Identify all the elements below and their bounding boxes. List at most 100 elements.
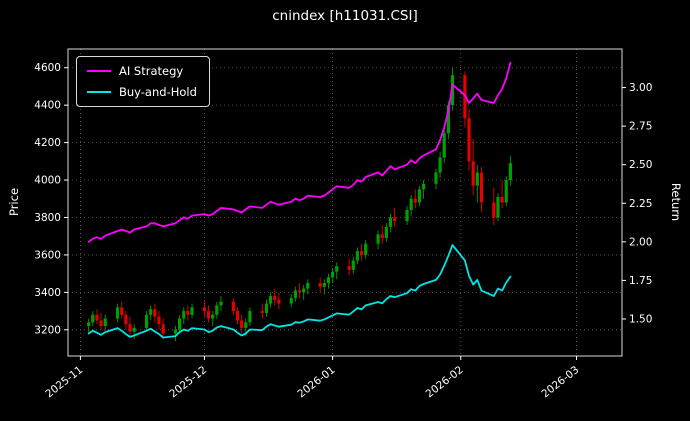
candle-body (405, 209, 409, 222)
candle-body (359, 251, 364, 255)
y-axis-label-price: Price (7, 187, 21, 217)
y-tick-label-return: 2.00 (629, 236, 652, 248)
candle-body (330, 271, 335, 278)
candle-body (335, 266, 339, 272)
legend-item-buy-and-hold: Buy-and-Hold (87, 85, 197, 99)
candle-body (235, 311, 240, 321)
candle-body (504, 180, 508, 203)
candle-body (219, 301, 223, 306)
chart-title: cnindex [h11031.CSI] (272, 8, 418, 24)
legend-item-ai-strategy: AI Strategy (87, 64, 197, 78)
y-tick-label-return: 2.25 (629, 198, 652, 210)
y-tick-label-price: 3400 (34, 287, 61, 299)
candle-body (347, 266, 351, 270)
candle-body (186, 311, 190, 315)
y-tick-label-price: 4400 (34, 100, 61, 112)
candle-body (128, 324, 132, 332)
candle-body (206, 311, 211, 319)
candle-body (467, 118, 471, 162)
candle-body (508, 163, 512, 181)
candle-body (380, 234, 384, 239)
candle-body (182, 311, 186, 319)
candle-body (442, 133, 446, 158)
candle-body (302, 288, 306, 293)
candle-body (446, 105, 450, 134)
candle-body (91, 314, 95, 323)
candle-body (471, 161, 475, 186)
y-tick-label-return: 2.75 (629, 121, 652, 133)
candle-body (211, 314, 215, 319)
candle-body (388, 217, 393, 227)
candle-body (297, 290, 302, 293)
y-tick-label-return: 1.50 (629, 313, 652, 325)
candle-body (149, 309, 153, 315)
candle-body (95, 314, 99, 321)
candle-body (496, 196, 500, 218)
candle-body (153, 309, 157, 317)
candle-body (144, 314, 149, 328)
candle-body (244, 322, 248, 328)
legend: AI Strategy Buy-and-Hold (76, 56, 210, 107)
candle-body (409, 198, 413, 210)
candle-body (318, 282, 322, 287)
candle-body (289, 297, 293, 304)
candle-body (248, 311, 252, 323)
y-tick-label-return: 1.75 (629, 275, 652, 287)
y-axis-label-return: Return (669, 182, 683, 222)
candle-body (421, 183, 426, 190)
candle-body (384, 226, 388, 239)
candle-body (116, 307, 120, 319)
legend-label-ai-strategy: AI Strategy (119, 64, 184, 78)
candle-body (231, 301, 235, 312)
candle-body (475, 172, 479, 186)
candle-body (322, 282, 326, 287)
legend-swatch-ai-strategy (87, 70, 111, 72)
y-tick-label-return: 2.50 (629, 159, 652, 171)
candle-body (87, 322, 91, 327)
candle-body (376, 234, 380, 244)
plot-border (67, 48, 623, 357)
candle-body (393, 217, 397, 222)
candle-body (351, 260, 355, 270)
y-tick-label-price: 4200 (34, 137, 61, 149)
candle-body (500, 196, 504, 203)
candle-body (492, 202, 496, 218)
candle-body (479, 172, 484, 203)
candle-body (120, 307, 124, 315)
candle-body (202, 307, 207, 312)
candle-body (178, 318, 182, 330)
legend-swatch-buy-and-hold (87, 91, 111, 93)
candle-body (99, 320, 103, 327)
candle-body (273, 296, 277, 300)
candle-body (417, 189, 422, 203)
y-tick-label-price: 3600 (34, 249, 61, 261)
candle-body (103, 318, 107, 327)
candle-body (260, 311, 264, 313)
candle-body (124, 314, 128, 325)
candle-body (326, 277, 331, 283)
candle-body (173, 329, 178, 334)
candle-body (268, 296, 273, 304)
candle-body (306, 282, 310, 289)
candle-body (190, 307, 194, 315)
candle-body (240, 320, 244, 328)
candle-body (355, 251, 360, 261)
series-line-ai-strategy (87, 62, 512, 243)
candle-body (215, 305, 219, 315)
y-tick-label-price: 3800 (34, 212, 61, 224)
candle-body (413, 198, 417, 203)
candle-body (157, 316, 161, 325)
y-tick-label-price: 4000 (34, 175, 61, 187)
series-line-buy-and-hold (87, 244, 512, 339)
candle-body (293, 290, 297, 298)
legend-label-buy-and-hold: Buy-and-Hold (119, 85, 197, 99)
candle-body (364, 243, 368, 255)
candle-body (438, 157, 442, 173)
candle-body (434, 172, 438, 184)
candle-body (132, 327, 136, 332)
y-tick-label-price: 3200 (34, 324, 61, 336)
candle-body (161, 324, 165, 334)
y-tick-label-price: 4600 (34, 62, 61, 74)
y-tick-label-return: 3.00 (629, 82, 652, 94)
